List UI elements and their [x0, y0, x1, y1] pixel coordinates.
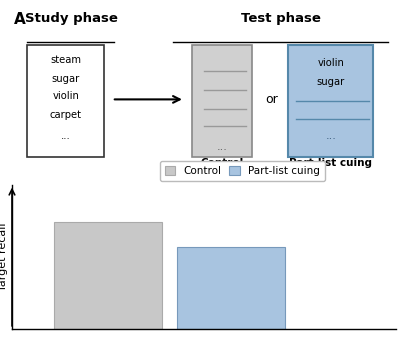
Text: ...: ... [325, 131, 336, 141]
Bar [54, 222, 162, 329]
Text: carpet: carpet [50, 110, 82, 120]
Text: ...: ... [61, 131, 71, 141]
Bar [288, 45, 373, 157]
Text: sugar: sugar [52, 74, 80, 84]
Text: Control: Control [201, 158, 244, 168]
Text: violin: violin [317, 58, 344, 68]
Text: violin: violin [52, 91, 79, 101]
Text: Part-list cuing: Part-list cuing [289, 158, 372, 168]
Text: or: or [265, 93, 278, 106]
Text: steam: steam [50, 55, 81, 64]
Bar [177, 247, 285, 329]
Text: A: A [14, 12, 26, 27]
Y-axis label: Target recall: Target recall [0, 222, 8, 291]
Legend: Control, Part-list cuing: Control, Part-list cuing [160, 161, 325, 181]
Text: Test phase: Test phase [241, 12, 321, 25]
Bar [27, 45, 104, 157]
Bar [192, 45, 252, 157]
Text: ...: ... [217, 142, 228, 152]
Text: Study phase: Study phase [25, 12, 118, 25]
Text: sugar: sugar [316, 77, 345, 87]
